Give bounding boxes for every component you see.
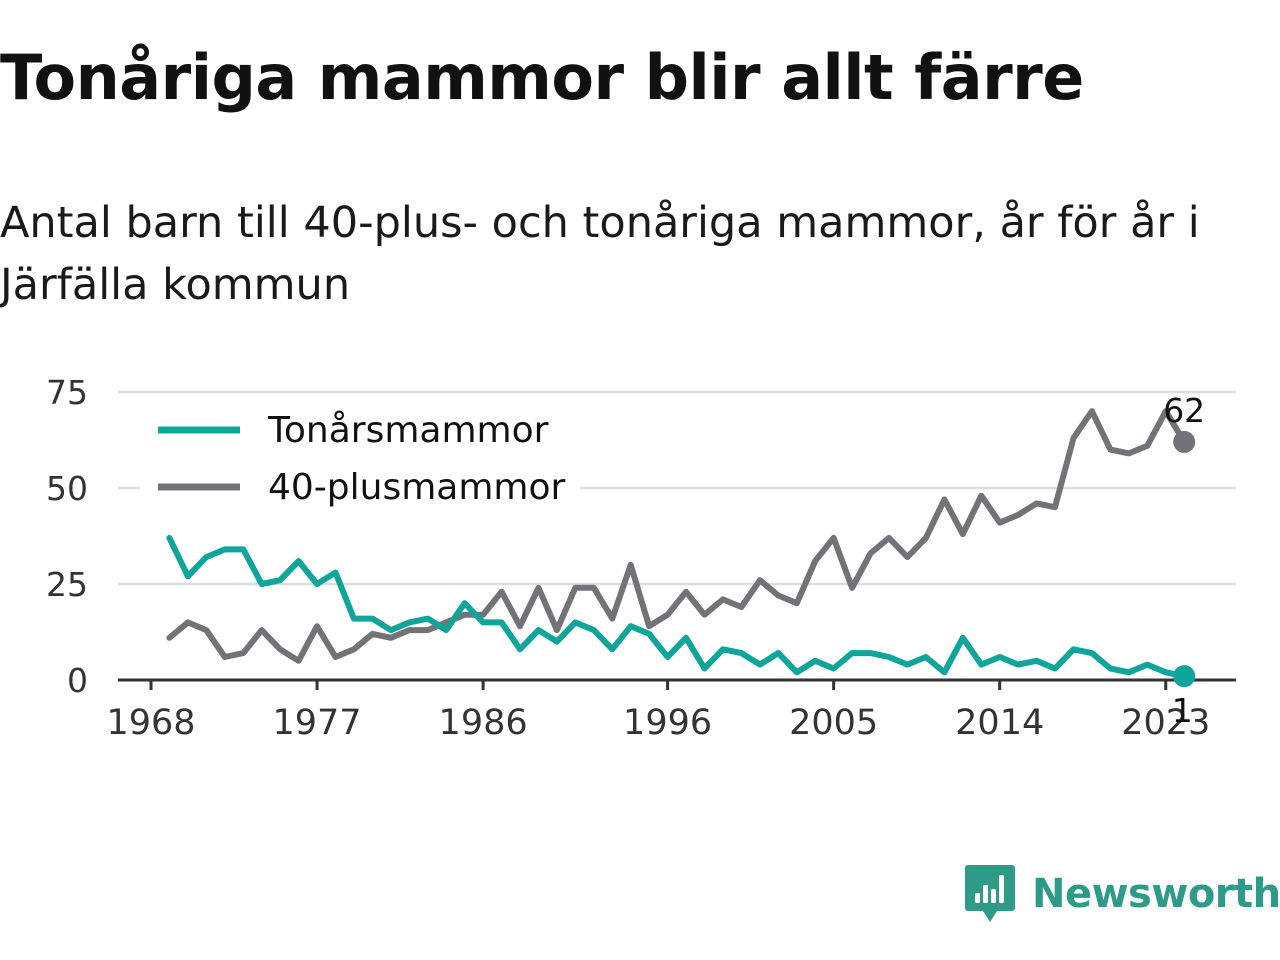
newsworthy-logo-icon xyxy=(965,865,1015,922)
y-tick-labels: 0 25 50 75 xyxy=(46,373,88,700)
line-chart: 0 25 50 75 1968 1977 1986 1996 2005 2014 2023 Ton… xyxy=(46,373,1236,743)
y-tick-label: 50 xyxy=(46,469,88,508)
series-line xyxy=(166,408,1188,664)
end-value-label: 1 xyxy=(1172,691,1193,730)
x-tick-label: 1977 xyxy=(273,703,362,743)
x-tick-label: 1986 xyxy=(439,703,528,743)
y-tick-label: 25 xyxy=(46,565,88,604)
legend-label: Tonårsmammor xyxy=(267,410,549,451)
legend: Tonårsmammor 40-plusmammor xyxy=(140,400,580,515)
legend-label: 40-plusmammor xyxy=(268,467,566,508)
brand-logo: Newsworthy xyxy=(964,862,1280,926)
x-axis: 1968 1977 1986 1996 2005 2014 2023 xyxy=(106,678,1236,743)
y-tick-label: 0 xyxy=(67,661,88,700)
chart-title: Tonåriga mammor blir allt färre xyxy=(0,41,1084,114)
end-value-label: 62 xyxy=(1163,391,1205,430)
end-markers: 62 1 xyxy=(1163,391,1205,730)
y-tick-label: 75 xyxy=(46,373,88,412)
legend-background xyxy=(140,400,580,515)
chart-subtitle: Antal barn till 40-plus- och tonåriga ma… xyxy=(0,198,1200,310)
end-point-marker xyxy=(1173,430,1196,453)
x-tick-label: 2005 xyxy=(789,703,878,743)
x-tick-label: 2023 xyxy=(1121,703,1210,743)
series-line xyxy=(166,534,1188,680)
x-tick-label: 2014 xyxy=(955,703,1044,743)
x-tick-label: 1968 xyxy=(106,703,195,743)
end-point-marker xyxy=(1173,665,1196,688)
series-lines xyxy=(166,408,1188,680)
x-tick-label: 1996 xyxy=(623,703,712,743)
brand-name: Newsworthy xyxy=(1032,871,1280,917)
